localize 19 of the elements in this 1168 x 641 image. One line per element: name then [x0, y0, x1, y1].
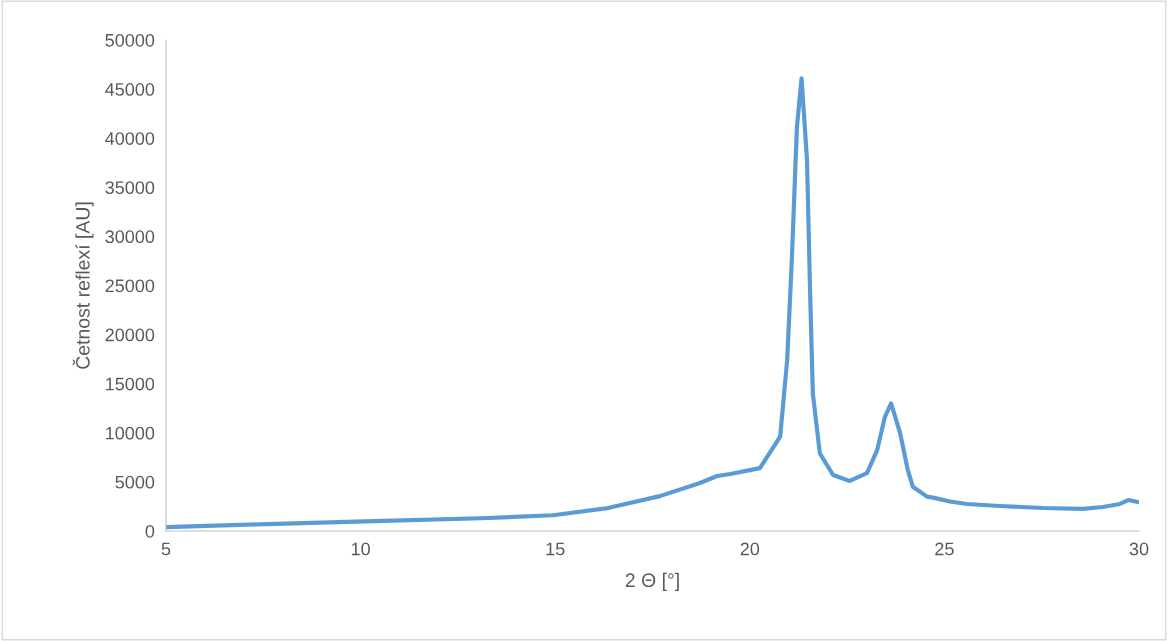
y-tick-label: 30000	[105, 230, 155, 244]
y-tick-label: 0	[145, 524, 155, 538]
x-tick-label: 25	[935, 542, 954, 556]
y-tick-label: 10000	[106, 426, 155, 440]
y-tick-label: 15000	[106, 377, 155, 391]
y-tick-label: 25000	[105, 279, 155, 293]
y-tick-label: 50000	[105, 33, 155, 47]
y-tick-label: 20000	[105, 328, 155, 342]
y-tick-label: 5000	[115, 475, 155, 489]
y-tick-label: 40000	[105, 132, 155, 145]
y-axis-title: Četnost reflexí [AU]	[72, 202, 94, 369]
y-tick-label: 35000	[105, 181, 155, 195]
x-axis-title: 2 Θ [°]	[625, 572, 679, 591]
x-tick-label: 15	[546, 542, 565, 556]
x-tick-label: 5	[161, 542, 171, 556]
y-tick-label: 45000	[105, 83, 155, 96]
x-tick-label: 10	[351, 542, 370, 556]
x-tick-label: 20	[740, 542, 760, 556]
x-tick-label: 30	[1129, 542, 1149, 556]
